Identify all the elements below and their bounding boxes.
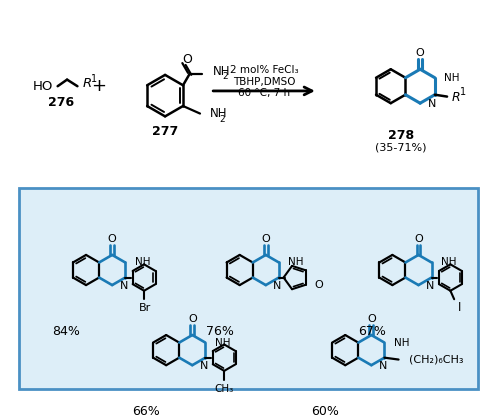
Text: O: O [261,234,270,244]
Text: NH: NH [288,258,304,267]
Text: 1: 1 [91,74,97,84]
Text: O: O [416,48,424,58]
Text: N: N [273,281,282,291]
Text: NH: NH [215,338,230,348]
Text: N: N [379,361,387,371]
Text: HO: HO [32,80,53,93]
Text: N: N [120,281,128,291]
Text: 66%: 66% [132,405,160,416]
Text: 277: 277 [152,125,178,138]
Text: N: N [200,361,208,371]
Text: N: N [427,99,436,109]
Text: R: R [452,91,460,104]
Text: 67%: 67% [358,325,386,338]
Text: O: O [314,280,323,290]
Text: 60 °C, 7 h: 60 °C, 7 h [238,88,290,98]
Text: (35-71%): (35-71%) [375,143,426,153]
Text: +: + [91,77,107,95]
Text: R: R [82,77,91,90]
Text: NH: NH [213,64,231,77]
Text: 2: 2 [223,72,228,81]
Bar [19,188,478,389]
Text: O: O [188,314,197,324]
Text: O: O [414,234,423,244]
Text: O: O [367,314,376,324]
Text: TBHP,DMSO: TBHP,DMSO [233,77,295,87]
Text: 2 mol% FeCl₃: 2 mol% FeCl₃ [230,65,298,75]
Text: 276: 276 [48,96,75,109]
Text: N: N [426,281,434,291]
Text: 60%: 60% [312,405,339,416]
Text: Br: Br [139,303,151,313]
Text: I: I [458,301,462,314]
Text: 84%: 84% [52,325,80,338]
Text: NH: NH [209,107,227,120]
Text: 76%: 76% [206,325,234,338]
Text: 278: 278 [388,129,414,142]
Text: O: O [182,53,192,66]
Text: NH: NH [135,258,150,267]
Text: (CH₂)₆CH₃: (CH₂)₆CH₃ [409,354,464,364]
Text: CH₃: CH₃ [215,384,234,394]
Text: NH: NH [444,73,460,83]
Text: O: O [108,234,116,244]
Bar [14,1,483,185]
Text: NH: NH [394,338,410,348]
Text: NH: NH [441,258,456,267]
Text: 1: 1 [460,87,466,97]
Text: 2: 2 [219,115,225,124]
